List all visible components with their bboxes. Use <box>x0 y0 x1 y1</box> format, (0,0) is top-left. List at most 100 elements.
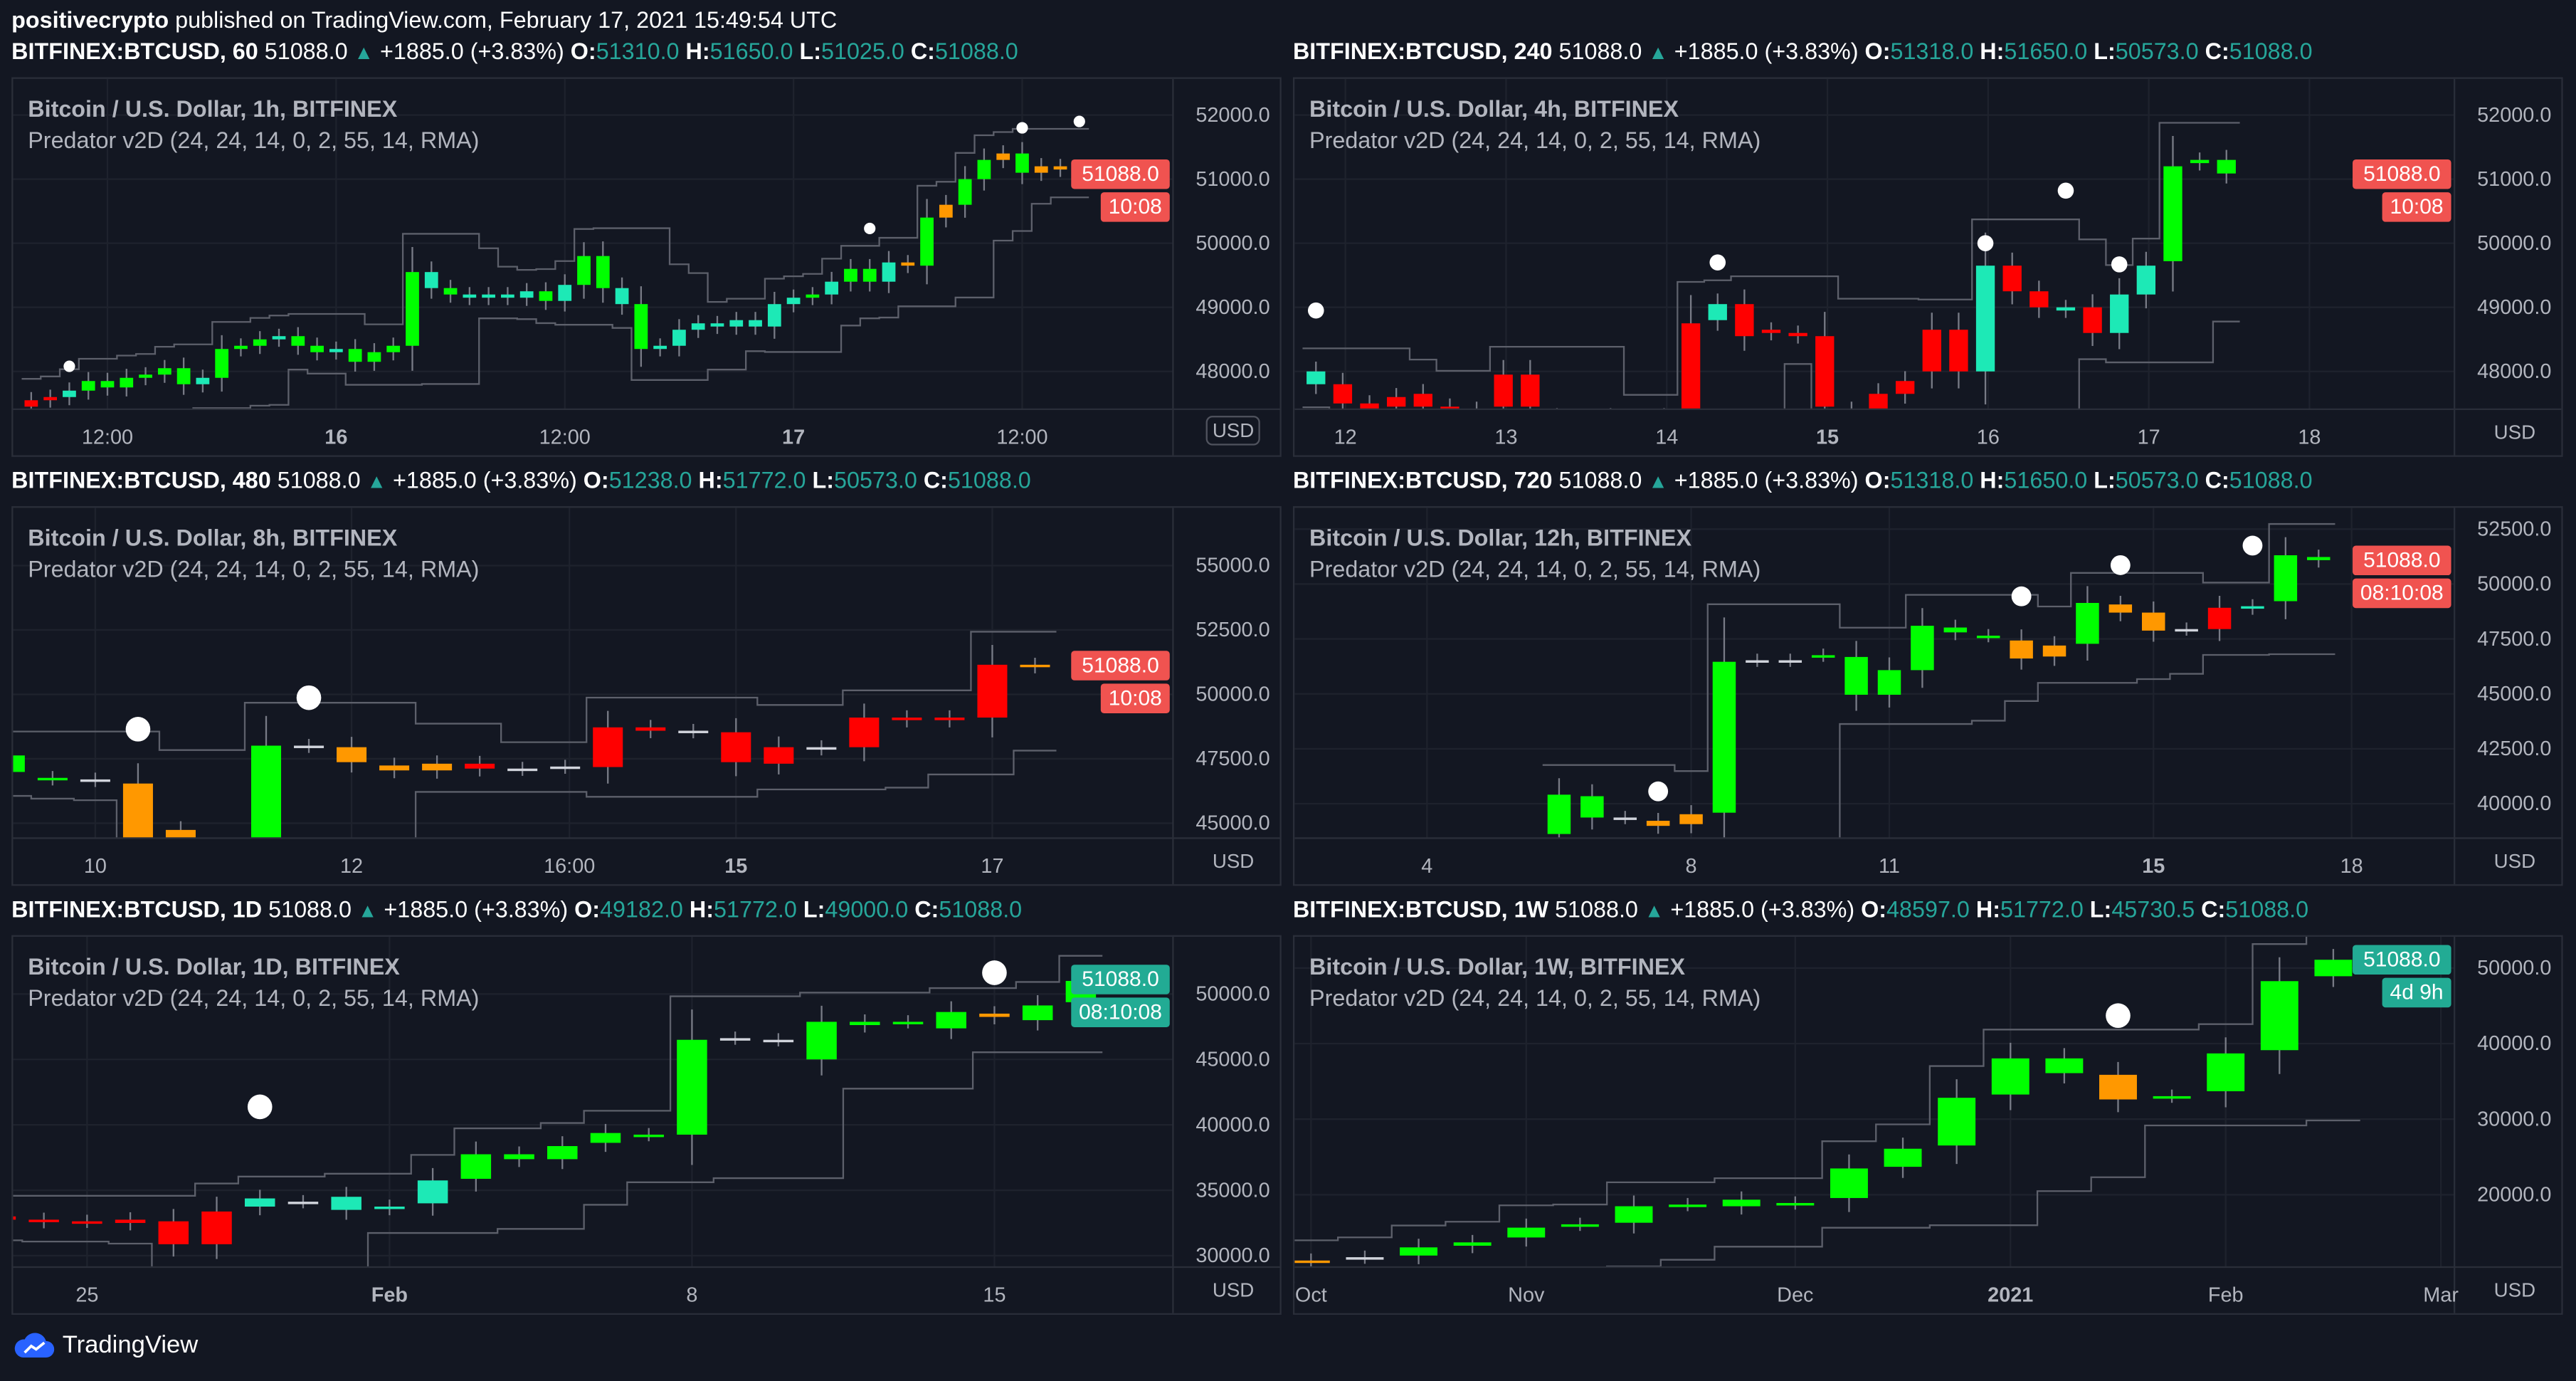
chart-canvas[interactable]: 48000.0 49000.0 50000.0 51000.0 52000.0 12 13 1… <box>1294 78 2562 457</box>
candle[interactable] <box>504 1146 534 1167</box>
candle[interactable] <box>460 1141 492 1192</box>
candle[interactable] <box>2099 1061 2137 1113</box>
candle[interactable] <box>2207 596 2232 641</box>
candle[interactable] <box>710 315 724 335</box>
candle[interactable] <box>80 772 110 787</box>
candle[interactable] <box>936 1001 966 1039</box>
candle[interactable] <box>1877 657 1901 708</box>
candle[interactable] <box>2108 596 2133 621</box>
candle[interactable] <box>672 319 686 357</box>
candle[interactable] <box>287 1194 319 1209</box>
candle[interactable] <box>2083 294 2102 347</box>
candle[interactable] <box>2260 957 2298 1074</box>
candle[interactable] <box>558 274 572 312</box>
candle[interactable] <box>1776 1196 1815 1210</box>
candle[interactable] <box>577 242 591 299</box>
candle[interactable] <box>634 286 648 367</box>
candle[interactable] <box>677 1009 707 1165</box>
candle[interactable] <box>977 644 1008 737</box>
candle[interactable] <box>979 1006 1010 1024</box>
candle[interactable] <box>593 710 623 784</box>
candle[interactable] <box>633 1128 664 1142</box>
candle[interactable] <box>417 1167 448 1216</box>
candle[interactable] <box>1613 811 1637 824</box>
candle[interactable] <box>721 718 751 777</box>
currency-unit-label[interactable]: USD <box>1212 849 1255 873</box>
time-axis[interactable] <box>1294 838 2455 886</box>
candle[interactable] <box>1778 653 1802 667</box>
candle[interactable] <box>850 1014 880 1033</box>
candle[interactable] <box>2042 636 2066 666</box>
currency-unit-label[interactable]: USD <box>1212 1278 1255 1302</box>
candle[interactable] <box>386 337 401 361</box>
candle[interactable] <box>934 710 965 728</box>
chart-panel[interactable]: 40000.0 42500.0 45000.0 47500.0 50000.0 52500… <box>1292 506 2563 886</box>
time-axis[interactable] <box>13 1267 1173 1315</box>
chart-canvas[interactable]: 40000.0 42500.0 45000.0 47500.0 50000.0 52500… <box>1294 508 2562 886</box>
indicator-label[interactable]: Predator v2D (24, 24, 14, 0, 2, 55, 14, … <box>28 126 480 153</box>
candle[interactable] <box>882 251 896 293</box>
candle[interactable] <box>1712 617 1736 857</box>
chart-canvas[interactable]: 30000.0 35000.0 40000.0 45000.0 50000.0 25 Feb… <box>13 936 1281 1315</box>
indicator-label[interactable]: Predator v2D (24, 24, 14, 0, 2, 55, 14, … <box>28 984 480 1011</box>
chart-panel[interactable]: 45000.0 47500.0 50000.0 52500.0 55000.0 10 12 1… <box>11 506 1282 886</box>
candle[interactable] <box>234 338 248 357</box>
currency-unit-label[interactable]: USD <box>2493 1278 2536 1302</box>
candle[interactable] <box>2217 149 2236 184</box>
candle[interactable] <box>100 372 115 396</box>
candle[interactable] <box>1307 361 1326 394</box>
candle[interactable] <box>13 1209 16 1227</box>
candle[interactable] <box>463 287 477 305</box>
candle[interactable] <box>1761 322 1781 341</box>
candle[interactable] <box>1400 1239 1438 1264</box>
candle[interactable] <box>2153 1089 2191 1103</box>
candle[interactable] <box>1938 1079 1976 1165</box>
candle[interactable] <box>825 271 839 305</box>
candle[interactable] <box>81 372 95 400</box>
candle[interactable] <box>272 328 286 347</box>
price-axis[interactable] <box>2454 508 2562 886</box>
candle[interactable] <box>678 723 709 739</box>
candle[interactable] <box>1015 142 1029 184</box>
candle[interactable] <box>2056 300 2076 318</box>
candle[interactable] <box>379 757 410 779</box>
candle[interactable] <box>1453 1234 1492 1254</box>
candle[interactable] <box>1679 805 1703 834</box>
symbol-interval[interactable]: BITFINEX:BTCUSD, 480 <box>11 466 271 493</box>
time-axis[interactable] <box>1294 1267 2455 1315</box>
candle[interactable] <box>215 335 229 392</box>
candle[interactable] <box>367 343 381 371</box>
candle[interactable] <box>519 283 534 306</box>
candle[interactable] <box>1561 1217 1599 1232</box>
currency-unit-label[interactable]: USD <box>2493 849 2536 873</box>
candle[interactable] <box>1746 653 1769 667</box>
candle[interactable] <box>596 241 610 303</box>
candle[interactable] <box>1922 313 1941 389</box>
candle[interactable] <box>1895 371 1915 404</box>
indicator-label[interactable]: Predator v2D (24, 24, 14, 0, 2, 55, 14, … <box>1309 126 1761 153</box>
candle[interactable] <box>1022 994 1053 1031</box>
chart-canvas[interactable]: 20000.0 30000.0 40000.0 50000.0 Oct Nov Dec 202… <box>1294 936 2562 1315</box>
candle[interactable] <box>158 1209 189 1257</box>
candle[interactable] <box>424 261 438 299</box>
indicator-label[interactable]: Predator v2D (24, 24, 14, 0, 2, 55, 14, … <box>28 555 480 582</box>
candle[interactable] <box>977 148 991 191</box>
candle[interactable] <box>806 287 820 305</box>
candle[interactable] <box>63 382 76 406</box>
chart-canvas[interactable]: 48000.0 49000.0 50000.0 51000.0 52000.0 12:00… <box>13 78 1281 457</box>
candle[interactable] <box>849 703 880 762</box>
candle[interactable] <box>406 247 419 371</box>
candle[interactable] <box>501 287 514 305</box>
candle[interactable] <box>2110 278 2129 350</box>
candle[interactable] <box>764 736 794 774</box>
candle[interactable] <box>615 277 629 315</box>
candle[interactable] <box>806 740 837 756</box>
candle[interactable] <box>244 1190 275 1216</box>
time-axis[interactable] <box>13 409 1173 457</box>
symbol-interval[interactable]: BITFINEX:BTCUSD, 1D <box>11 896 263 923</box>
candle[interactable] <box>1020 657 1050 673</box>
candle[interactable] <box>2307 550 2330 568</box>
candle[interactable] <box>691 315 705 338</box>
candle[interactable] <box>719 1031 751 1045</box>
candle[interactable] <box>2142 601 2165 642</box>
